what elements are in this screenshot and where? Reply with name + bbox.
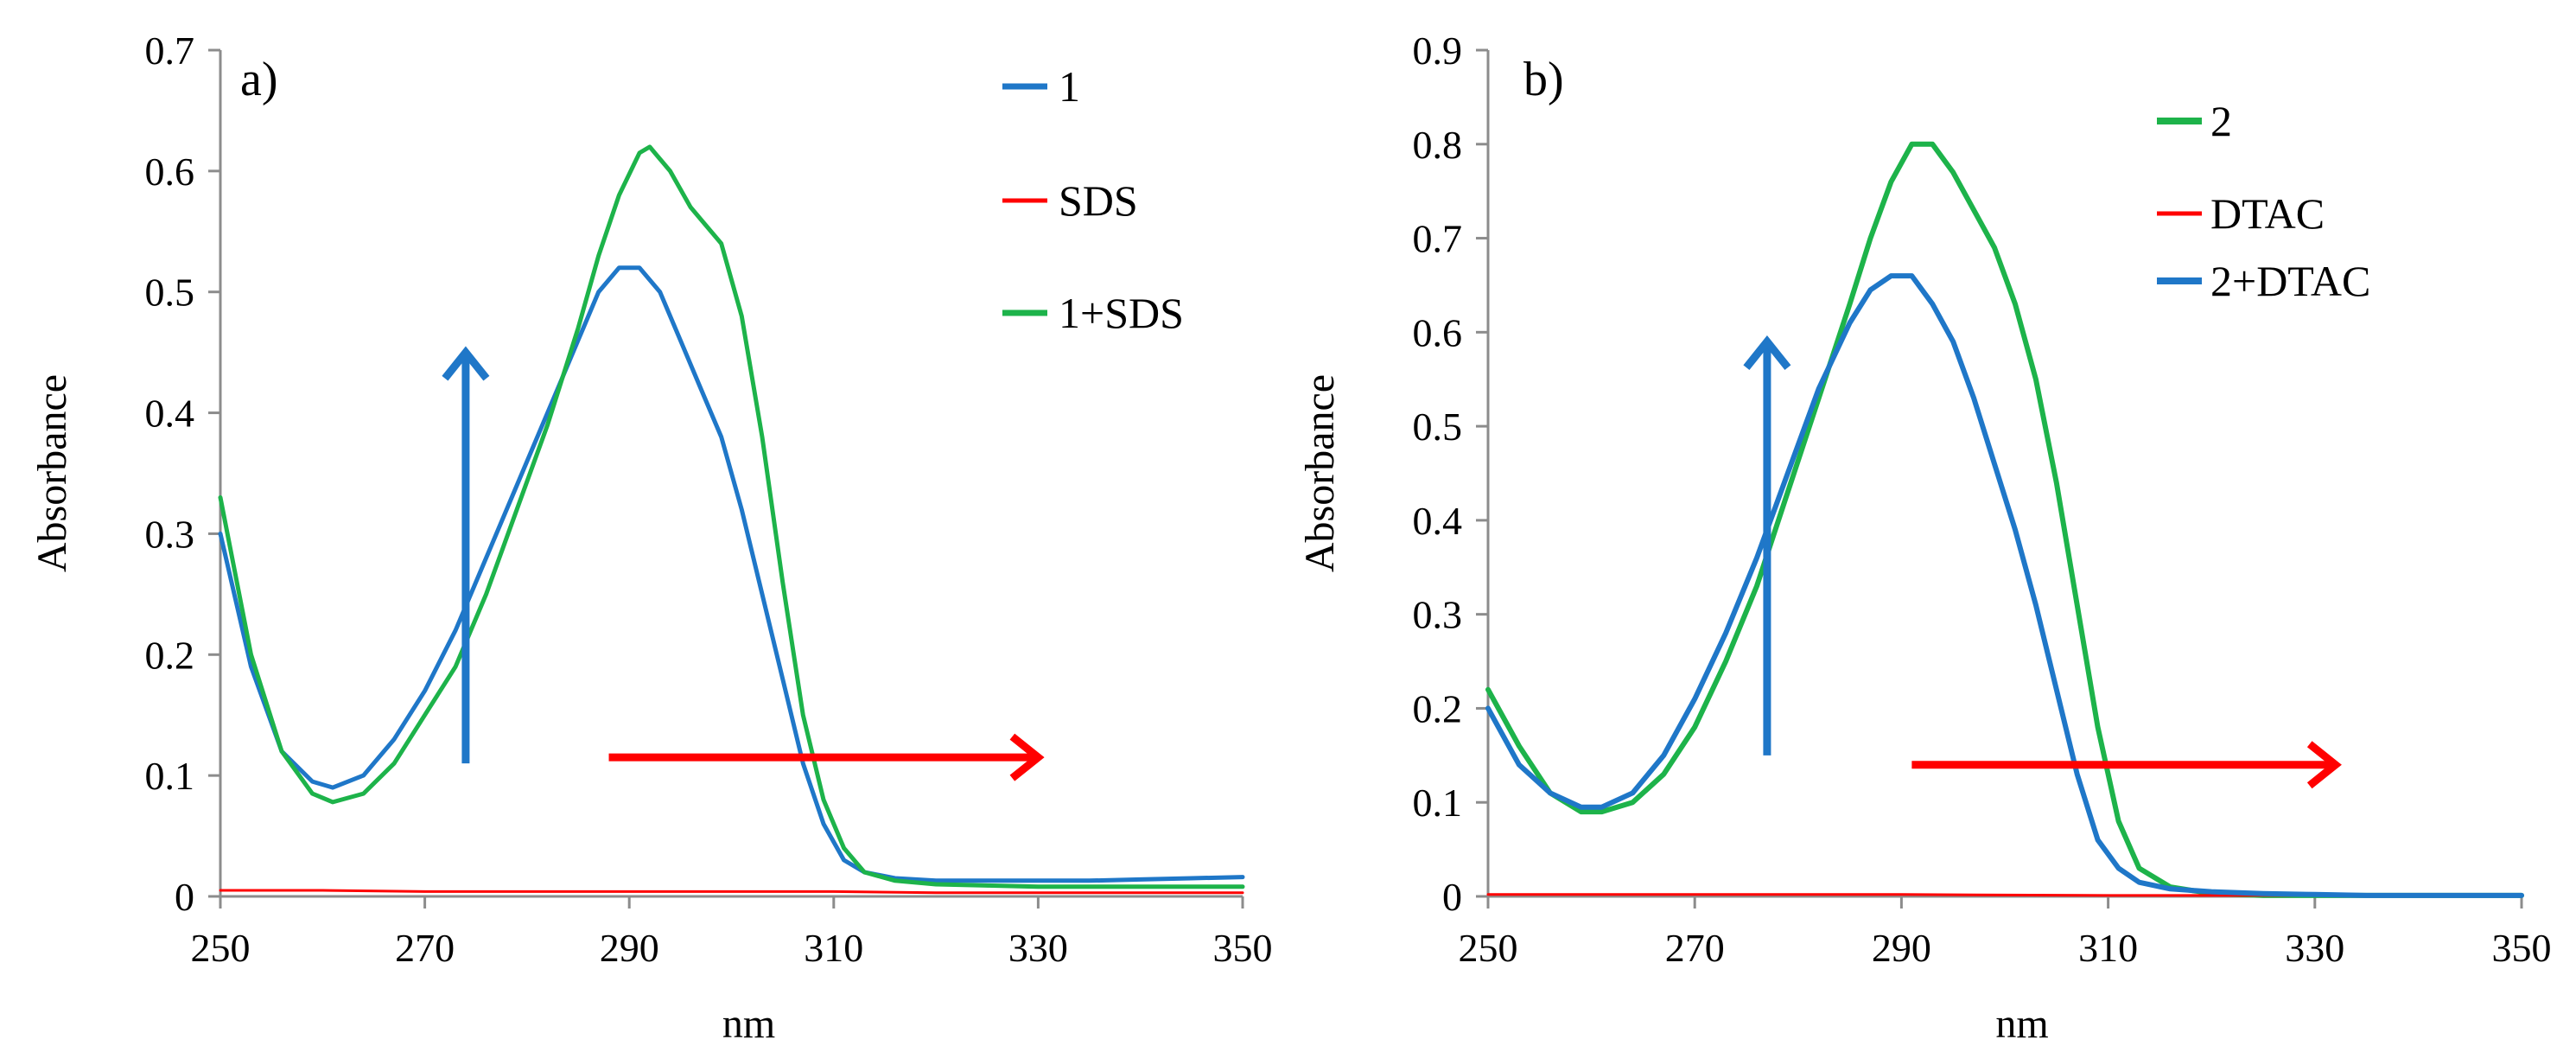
series-line-1-sds xyxy=(218,144,1245,889)
panel-label: a) xyxy=(240,53,278,106)
panel-label: b) xyxy=(1523,53,1564,106)
x-tick-label: 310 xyxy=(2078,926,2138,970)
legend: 2 DTAC 2+DTAC xyxy=(2157,97,2370,305)
y-tick-label: 0.7 xyxy=(1413,217,1463,261)
x-tick-label: 250 xyxy=(1459,926,1518,970)
y-axis-title: Absorbance xyxy=(29,374,75,572)
y-tick-label: 0.5 xyxy=(145,271,195,315)
series-line-1 xyxy=(218,265,1245,883)
x-tick-label: 330 xyxy=(2285,926,2344,970)
panel-b-chart: 0 0.1 0.2 0.3 0.4 0.5 0.6 0.7 0.8 0.9 250 270 290 310… xyxy=(1297,29,2552,1047)
legend-label: SDS xyxy=(1059,176,1138,225)
x-tick-label: 330 xyxy=(1008,926,1068,970)
legend: 1 SDS 1+SDS xyxy=(1002,62,1184,337)
x-tick-label: 350 xyxy=(1213,926,1273,970)
x-tick-label: 310 xyxy=(804,926,863,970)
series-line-sds xyxy=(219,889,1244,895)
y-tick-label: 0.3 xyxy=(1413,593,1463,637)
y-tick-label: 0.5 xyxy=(1413,405,1463,449)
x-tick-label: 290 xyxy=(1872,926,1931,970)
legend-label: DTAC xyxy=(2210,189,2325,238)
y-tick-label: 0 xyxy=(1442,875,1462,919)
red-shift-arrow-head xyxy=(2306,741,2342,789)
y-tick-label: 0 xyxy=(175,875,194,919)
panel-a-chart: 0 0.1 0.2 0.3 0.4 0.5 0.6 0.7 250 270 290 310 330 350… xyxy=(29,29,1273,1047)
y-tick-label: 0.9 xyxy=(1413,29,1463,73)
red-shift-arrow-head xyxy=(1009,733,1045,781)
y-tick-label: 0.1 xyxy=(145,754,195,798)
x-tick-label: 350 xyxy=(2492,926,2552,970)
y-tick-label: 0.6 xyxy=(1413,310,1463,354)
x-tick-label: 270 xyxy=(1665,926,1725,970)
y-tick-label: 0.2 xyxy=(145,633,195,677)
x-tick-label: 270 xyxy=(395,926,455,970)
x-tick-label: 290 xyxy=(600,926,659,970)
increase-arrow-head xyxy=(442,346,490,381)
y-tick-label: 0.4 xyxy=(145,392,195,436)
y-axis-title: Absorbance xyxy=(1297,374,1343,572)
y-tick-label: 0.3 xyxy=(145,512,195,556)
x-axis-title: nm xyxy=(722,1001,775,1047)
series-line-2-dtac xyxy=(1485,273,2524,898)
y-tick-label: 0.2 xyxy=(1413,686,1463,730)
legend-label: 1+SDS xyxy=(1059,289,1184,337)
y-tick-label: 0.6 xyxy=(145,150,195,194)
y-tick-label: 0.1 xyxy=(1413,781,1463,825)
x-tick-label: 250 xyxy=(191,926,251,970)
y-tick-label: 0.7 xyxy=(145,29,195,73)
increase-arrow-head xyxy=(1743,335,1791,371)
y-tick-label: 0.4 xyxy=(1413,499,1463,543)
legend-label: 1 xyxy=(1059,62,1080,111)
legend-label: 2+DTAC xyxy=(2210,257,2370,305)
legend-label: 2 xyxy=(2210,97,2232,145)
x-axis-title: nm xyxy=(1995,1001,2048,1047)
y-tick-label: 0.8 xyxy=(1413,123,1463,167)
